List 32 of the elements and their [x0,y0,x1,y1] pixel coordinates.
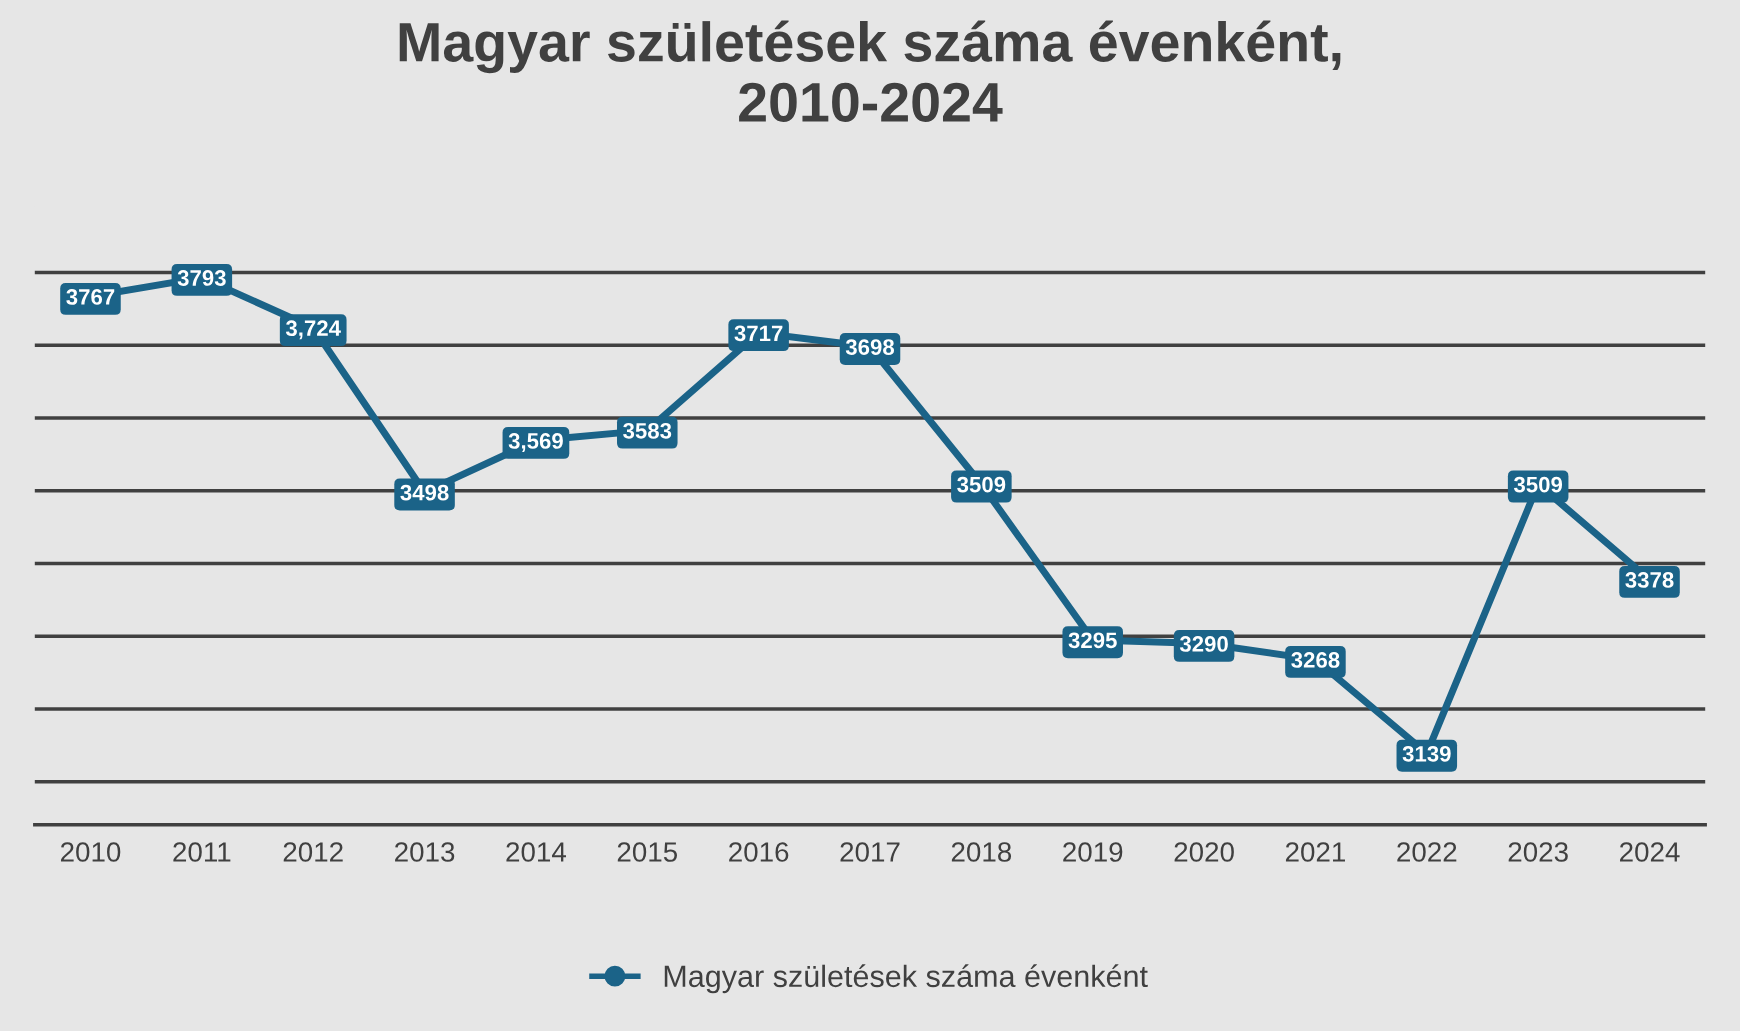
x-tick-label: 2013 [395,842,455,862]
data-label: 3767 [66,289,115,305]
x-tick-label: 2023 [1508,842,1568,862]
data-label: 3139 [1402,745,1451,762]
data-label: 3793 [177,270,226,286]
x-tick-label: 2020 [1174,842,1234,862]
x-tick-label: 2010 [60,842,121,862]
x-tick-label: 2021 [1285,842,1345,862]
data-label: 3498 [400,484,449,501]
data-label: 3698 [845,339,895,355]
data-label: 3583 [623,422,672,439]
data-label: 3295 [1068,632,1117,649]
data-label: 3268 [1291,652,1340,668]
x-tick-label: 2017 [840,842,900,862]
x-tick-label: 2022 [1397,842,1457,862]
data-label: 3,569 [508,433,563,453]
x-tick-label: 2016 [729,842,789,862]
data-label: 3378 [1625,572,1674,588]
data-label: 3290 [1179,636,1228,652]
data-label: 3,724 [285,320,341,340]
data-label: 3509 [1513,476,1563,493]
x-tick-label: 2018 [951,842,1012,862]
data-label: 3509 [957,476,1006,493]
x-tick-label: 2012 [283,842,343,862]
x-tick-label: 2024 [1620,842,1680,862]
x-tick-label: 2015 [617,842,678,862]
x-tick-label: 2014 [506,842,567,862]
x-tick-label: 2019 [1063,842,1123,862]
legend-label: Magyar születések száma évenként [664,964,1148,994]
chart-title: Magyar születések száma évenként, 2010-2024 [399,20,1341,122]
data-label: 3717 [734,325,783,342]
x-tick-label: 2011 [173,842,231,862]
